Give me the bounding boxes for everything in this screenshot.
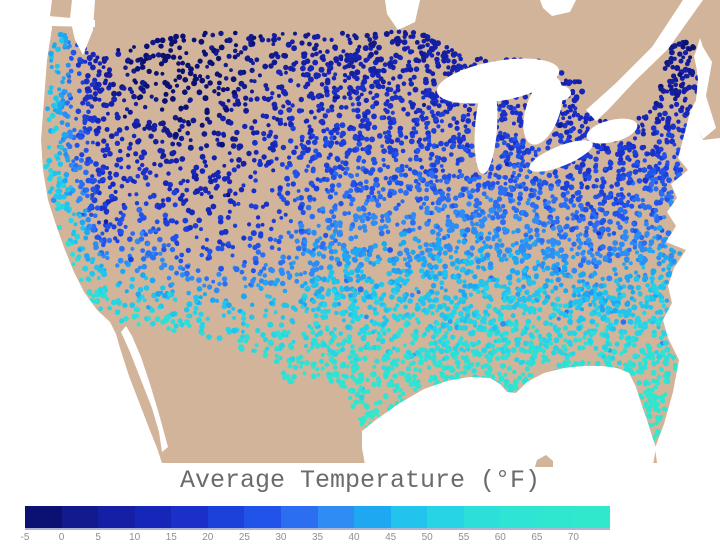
colorbar-tick-label: 40 [348,532,360,543]
colorbar-tick-label: 25 [238,532,250,543]
colorbar-segment [25,506,62,528]
colorbar-segment [207,506,245,528]
colorbar-segment [463,506,501,528]
atlantic-ocean [655,38,720,467]
gulf-of-california [121,326,168,452]
colorbar-tick-label: 10 [129,532,141,543]
colorbar-tick-label: 30 [275,532,287,543]
colorbar-segment [536,506,574,528]
colorbar-segment [317,506,355,528]
colorbar-tick-label: 50 [421,532,433,543]
colorbar-tick-label: 55 [458,532,470,543]
colorbar-tick-label: 15 [165,532,177,543]
temperature-colorbar [25,506,610,528]
colorbar-segment [61,506,99,528]
colorbar-tick-label: 65 [531,532,543,543]
yucatan-tip [534,455,553,467]
colorbar-tick-label: 0 [58,532,65,543]
us-temperature-dot-map [0,0,720,467]
great-lake [586,118,638,144]
water-patch [540,0,576,16]
colorbar-segment [98,506,135,528]
great-lake [436,58,560,104]
colorbar-segment [280,506,318,528]
colorbar-segment [573,506,610,528]
colorbar-segment [354,506,391,528]
gulf-of-mexico [362,366,656,467]
colorbar-segment [134,506,172,528]
colorbar-tick-label: 20 [202,532,214,543]
great-lake [529,140,593,172]
pacific-ocean [0,0,163,467]
great-lake [545,85,571,101]
colorbar-segment [390,506,428,528]
colorbar-tick-label: 60 [494,532,506,543]
colorbar-tick-label: 5 [95,532,101,543]
colorbar-tick-label: -5 [20,532,30,543]
water-patch [70,0,95,55]
colorbar-segment [171,506,208,528]
great-lake [474,82,498,174]
colorbar-tick-label: 70 [567,532,579,543]
chart-title: Average Temperature (°F) [179,466,541,495]
water-patch [693,42,716,139]
st-lawrence-river [586,0,703,121]
colorbar-tick-label: 45 [385,532,397,543]
colorbar-tick-label: 35 [311,532,324,543]
water-patch [385,0,420,30]
colorbar-segment [500,506,537,528]
colorbar-segment [427,506,464,528]
colorbar-segment [244,506,281,528]
